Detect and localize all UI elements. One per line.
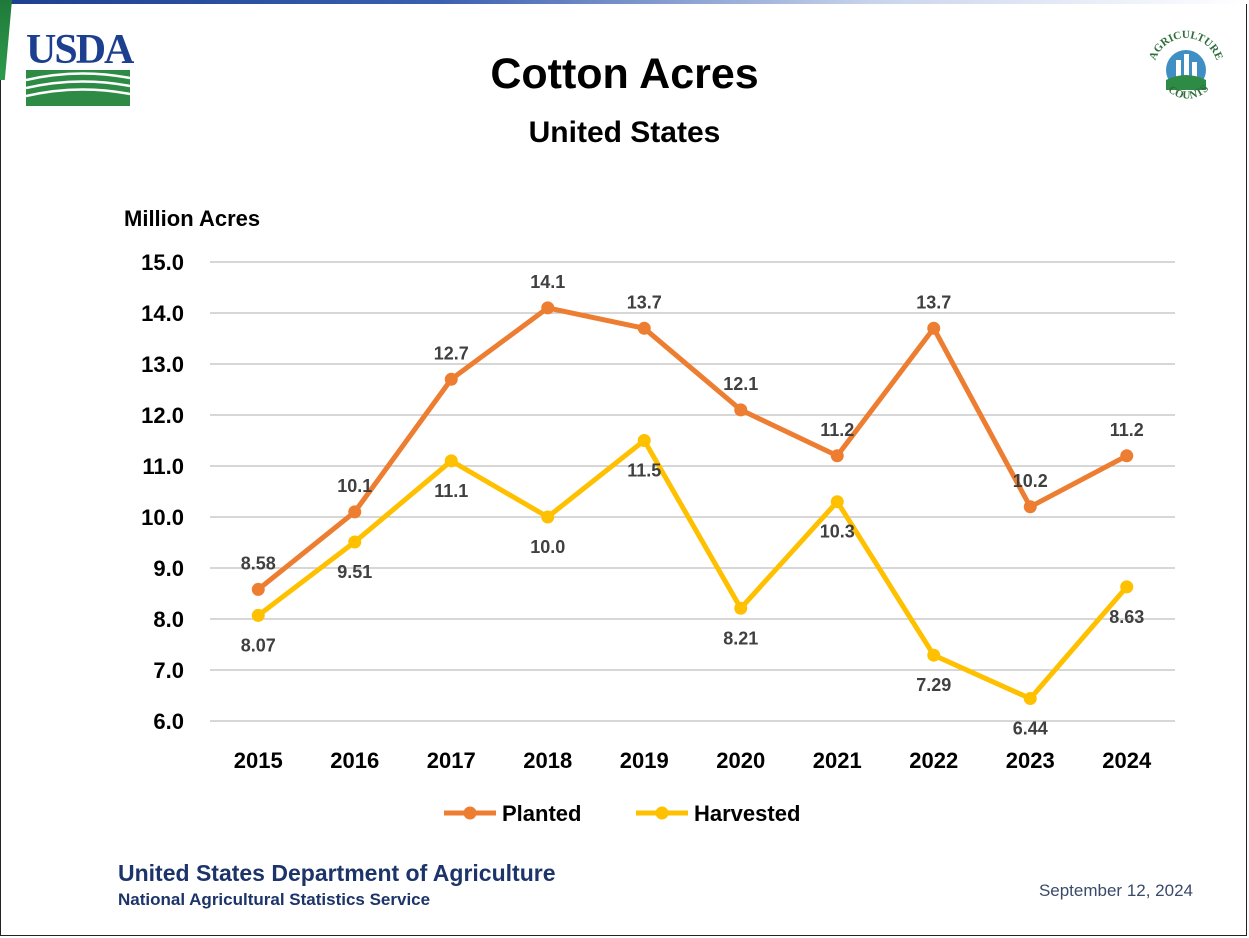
y-tick-label: 12.0	[141, 403, 184, 428]
data-point-planted	[1120, 449, 1134, 463]
data-point-harvested	[830, 495, 844, 509]
data-point-harvested	[541, 510, 555, 524]
data-label-harvested: 9.51	[337, 562, 372, 582]
data-point-planted	[1023, 500, 1037, 514]
usda-logo: USDA	[26, 27, 134, 106]
y-tick-label: 10.0	[141, 505, 184, 530]
legend-swatch-marker	[655, 806, 669, 820]
x-tick-label: 2022	[909, 748, 958, 773]
usda-logo-text: USDA	[26, 27, 134, 73]
data-label-harvested: 10.3	[820, 522, 855, 542]
x-tick-label: 2015	[234, 748, 283, 773]
data-label-planted: 11.2	[820, 420, 854, 440]
data-label-harvested: 6.44	[1013, 719, 1048, 739]
data-point-harvested	[348, 535, 362, 549]
data-label-harvested: 8.21	[723, 628, 758, 648]
footer-date: September 12, 2024	[1038, 881, 1193, 900]
data-label-harvested: 7.29	[916, 675, 951, 695]
x-tick-label: 2021	[813, 748, 862, 773]
data-label-planted: 10.2	[1013, 471, 1048, 491]
data-point-planted	[251, 582, 265, 596]
x-tick-label: 2016	[330, 748, 379, 773]
data-point-planted	[637, 321, 651, 335]
data-label-planted: 12.7	[434, 343, 469, 363]
y-tick-label: 7.0	[153, 658, 184, 683]
data-label-planted: 8.58	[241, 553, 276, 573]
legend-label: Harvested	[694, 801, 800, 826]
chart-title: Cotton Acres	[490, 50, 759, 98]
data-label-planted: 14.1	[530, 272, 565, 292]
data-point-planted	[348, 505, 362, 519]
data-point-harvested	[734, 601, 748, 615]
data-label-harvested: 8.07	[241, 635, 276, 655]
data-point-planted	[541, 301, 555, 315]
data-label-planted: 11.2	[1110, 420, 1144, 440]
data-point-harvested	[1120, 580, 1134, 594]
seal-text-bottom: COUNTS	[1166, 82, 1211, 101]
data-label-harvested: 8.63	[1109, 607, 1144, 627]
x-tick-label: 2018	[523, 748, 572, 773]
agriculture-counts-seal: AGRICULTURE COUNTS	[1147, 29, 1225, 102]
data-point-harvested	[927, 648, 941, 662]
data-label-planted: 13.7	[916, 292, 951, 312]
data-point-harvested	[1023, 692, 1037, 706]
footer-org-name: United States Department of Agriculture	[118, 860, 556, 886]
data-point-planted	[734, 403, 748, 417]
data-label-harvested: 11.1	[434, 481, 468, 501]
series-line-harvested	[256, 438, 1129, 702]
x-tick-label: 2017	[427, 748, 476, 773]
svg-text:COUNTS: COUNTS	[1166, 82, 1211, 101]
data-label-harvested: 10.0	[530, 537, 565, 557]
y-tick-label: 8.0	[153, 607, 184, 632]
chart-subtitle: United States	[528, 116, 721, 149]
data-point-planted	[927, 321, 941, 335]
data-label-harvested: 11.5	[627, 461, 661, 481]
legend-swatch-marker	[463, 806, 477, 820]
data-point-harvested	[444, 454, 458, 468]
legend-label: Planted	[502, 801, 581, 826]
usda-logo-swoosh	[26, 70, 130, 106]
y-tick-label: 6.0	[153, 709, 184, 734]
top-accent-bar	[0, 0, 1249, 4]
data-label-planted: 10.1	[337, 476, 372, 496]
y-axis-label: Million Acres	[124, 206, 260, 231]
y-tick-label: 14.0	[141, 301, 184, 326]
data-point-planted	[830, 449, 844, 463]
x-tick-label: 2019	[620, 748, 669, 773]
footer-agency-name: National Agricultural Statistics Service	[118, 890, 431, 909]
data-point-harvested	[251, 608, 265, 622]
data-label-planted: 13.7	[627, 292, 662, 312]
x-tick-label: 2020	[716, 748, 765, 773]
y-tick-label: 15.0	[141, 250, 184, 275]
y-tick-label: 11.0	[142, 454, 184, 479]
data-point-planted	[444, 372, 458, 386]
series-line-planted	[256, 305, 1128, 592]
data-label-planted: 12.1	[723, 374, 758, 394]
y-tick-label: 9.0	[153, 556, 184, 581]
x-tick-label: 2023	[1006, 748, 1055, 773]
data-point-harvested	[637, 434, 651, 447]
x-tick-label: 2024	[1102, 748, 1152, 773]
y-tick-label: 13.0	[141, 352, 184, 377]
